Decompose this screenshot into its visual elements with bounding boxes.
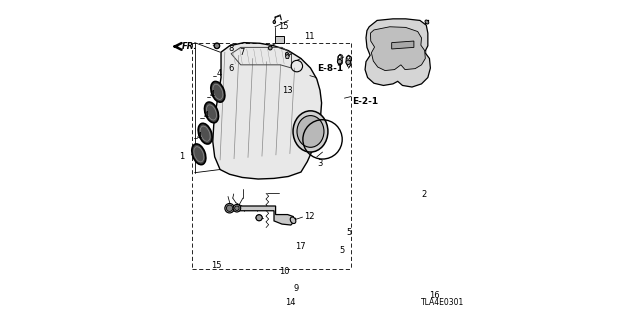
Text: 9: 9 bbox=[293, 284, 298, 293]
Circle shape bbox=[225, 204, 234, 213]
Circle shape bbox=[227, 205, 233, 212]
Ellipse shape bbox=[285, 52, 289, 57]
Text: 5: 5 bbox=[346, 228, 351, 237]
Text: 8: 8 bbox=[228, 44, 234, 53]
Text: 4: 4 bbox=[210, 90, 215, 99]
Text: E-2-1: E-2-1 bbox=[352, 97, 378, 106]
Ellipse shape bbox=[213, 84, 223, 100]
Polygon shape bbox=[230, 206, 294, 225]
Ellipse shape bbox=[194, 147, 204, 162]
Text: 15: 15 bbox=[278, 22, 289, 31]
Ellipse shape bbox=[211, 81, 225, 102]
Circle shape bbox=[346, 60, 351, 65]
Text: 15: 15 bbox=[211, 261, 222, 270]
Polygon shape bbox=[392, 41, 414, 49]
Text: 3: 3 bbox=[317, 159, 322, 168]
Ellipse shape bbox=[200, 126, 210, 141]
Text: 4: 4 bbox=[204, 111, 209, 120]
Polygon shape bbox=[365, 19, 430, 87]
Ellipse shape bbox=[273, 20, 276, 24]
Text: FR.: FR. bbox=[181, 42, 197, 51]
Polygon shape bbox=[212, 43, 321, 179]
Text: 7: 7 bbox=[239, 48, 244, 57]
Text: 12: 12 bbox=[304, 212, 315, 221]
Ellipse shape bbox=[268, 46, 272, 50]
Ellipse shape bbox=[205, 102, 218, 123]
Ellipse shape bbox=[297, 116, 324, 147]
Text: 4: 4 bbox=[197, 132, 202, 141]
Text: 16: 16 bbox=[429, 291, 440, 300]
Polygon shape bbox=[285, 54, 289, 59]
Circle shape bbox=[337, 60, 342, 64]
Ellipse shape bbox=[192, 144, 206, 165]
Polygon shape bbox=[275, 36, 284, 43]
Circle shape bbox=[233, 204, 241, 212]
Circle shape bbox=[214, 43, 220, 49]
Text: 11: 11 bbox=[304, 32, 315, 41]
Text: 17: 17 bbox=[296, 242, 306, 251]
Text: 1: 1 bbox=[179, 152, 184, 161]
Ellipse shape bbox=[290, 217, 296, 224]
Text: 2: 2 bbox=[422, 190, 427, 199]
Text: E-8-1: E-8-1 bbox=[317, 63, 343, 73]
Ellipse shape bbox=[198, 123, 212, 144]
Text: 13: 13 bbox=[282, 86, 292, 95]
Circle shape bbox=[256, 215, 262, 221]
Text: 10: 10 bbox=[279, 267, 289, 276]
Circle shape bbox=[235, 206, 239, 211]
Ellipse shape bbox=[207, 105, 216, 120]
Polygon shape bbox=[371, 27, 426, 70]
Ellipse shape bbox=[425, 20, 429, 24]
Text: TLA4E0301: TLA4E0301 bbox=[421, 298, 465, 307]
Text: 6: 6 bbox=[228, 63, 234, 73]
Text: 4: 4 bbox=[216, 69, 221, 78]
Text: 14: 14 bbox=[285, 298, 296, 307]
Ellipse shape bbox=[293, 111, 328, 152]
Text: 5: 5 bbox=[339, 246, 344, 255]
